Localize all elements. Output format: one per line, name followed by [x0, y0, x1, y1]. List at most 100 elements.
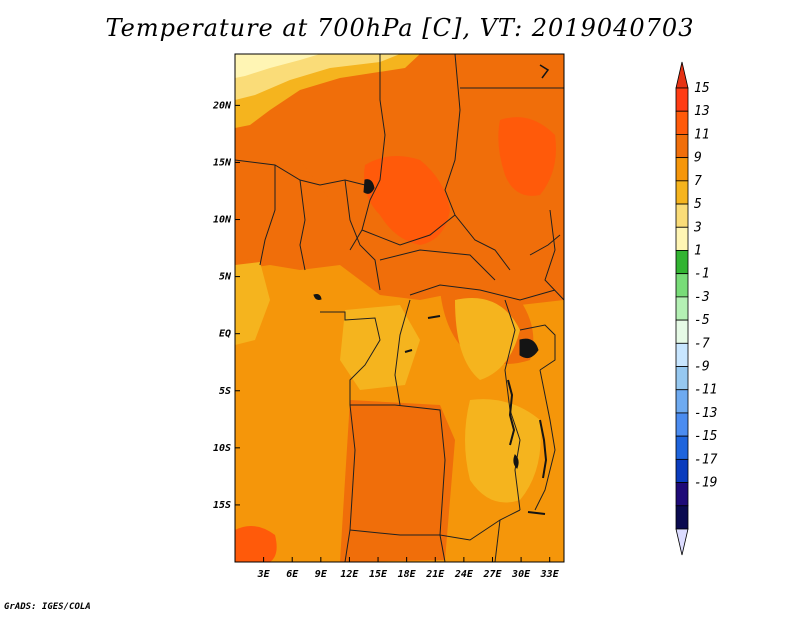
colorbar-swatch	[675, 180, 689, 205]
colorbar-swatch	[675, 296, 689, 321]
colorbar-swatch	[675, 110, 689, 135]
border-line	[299, 179, 306, 271]
lon-tick-label: 24E	[454, 569, 474, 580]
colorbar-swatch	[675, 505, 689, 530]
border-line	[259, 165, 276, 266]
lake-tanganyika	[507, 379, 516, 446]
lake-small	[539, 64, 550, 79]
lat-tick-label: EQ	[219, 329, 231, 340]
border-line	[494, 519, 501, 562]
lake-small	[527, 511, 546, 515]
colorbar-label: -19	[694, 476, 717, 491]
colorbar-label: -3	[694, 290, 710, 305]
country-borders	[235, 54, 564, 562]
colorbar-swatch	[675, 273, 689, 298]
colorbar-label: 3	[693, 220, 702, 235]
border-line	[361, 214, 456, 246]
lake-chad	[363, 179, 375, 194]
colorbar-label: -1	[694, 267, 710, 282]
lake-small	[513, 454, 519, 469]
border-line	[534, 369, 556, 511]
border-line	[379, 249, 496, 281]
colorbar-bottom-arrow	[675, 528, 689, 556]
field-hot-zone-southwest	[235, 526, 277, 562]
lake-small	[404, 349, 413, 353]
border-line	[409, 284, 556, 301]
border-line	[350, 404, 446, 536]
chart-title: Temperature at 700hPa [C], VT: 201904070…	[105, 14, 695, 42]
lat-tick-label: 5N	[219, 272, 232, 283]
lat-tick-label: 10N	[213, 215, 232, 226]
field-mild-zone-southeast	[465, 399, 541, 503]
colorbar-label: 9	[694, 151, 702, 166]
lake-small	[313, 294, 322, 300]
colorbar-swatch	[675, 134, 689, 159]
border-line	[394, 299, 411, 406]
colorbar-label: -15	[694, 429, 718, 444]
colorbar-label: 15	[694, 81, 710, 96]
colorbar-swatch	[675, 366, 689, 391]
colorbar-label: -7	[694, 336, 710, 351]
colorbar-swatch	[675, 203, 689, 228]
lake-victoria	[519, 338, 539, 359]
colorbar-swatch	[675, 412, 689, 437]
grads-credit: GrADS: IGES/COLA	[4, 602, 91, 612]
border-line	[519, 324, 556, 371]
colorbar-swatch	[675, 389, 689, 414]
field-mild-zone-west	[235, 262, 270, 345]
border-line	[444, 54, 511, 271]
colorbar-swatch	[675, 342, 689, 367]
temperature-field	[235, 54, 564, 562]
colorbar-swatch	[675, 482, 689, 507]
field-mild-zone-east	[455, 298, 520, 380]
lon-tick-label: 18E	[398, 569, 417, 580]
lon-tick-label: 12E	[340, 569, 359, 580]
lon-tick-label: 3E	[257, 569, 271, 580]
lon-tick-label: 33E	[540, 569, 560, 580]
colorbar-label: 13	[694, 104, 710, 119]
colorbar-swatch	[675, 458, 689, 483]
field-pale-zone-north	[235, 54, 320, 78]
border-line	[320, 311, 381, 405]
colorbar-top-arrow	[675, 61, 689, 89]
lon-tick-label: 30E	[511, 569, 531, 580]
border-line	[529, 234, 561, 256]
lon-tick-label: 15E	[369, 569, 388, 580]
lat-tick-label: 20N	[212, 100, 232, 111]
lat-tick-label: 5S	[219, 386, 231, 397]
colorbar-label: 5	[694, 197, 702, 212]
colorbar-label: -5	[694, 313, 710, 328]
border-line	[235, 159, 366, 186]
colorbar-label: 7	[694, 174, 702, 189]
colorbar-label: -17	[694, 452, 718, 467]
colorbar-label: 11	[694, 127, 710, 142]
border-line	[344, 179, 381, 291]
colorbar-swatch	[675, 319, 689, 344]
colorbar-label: 1	[694, 243, 702, 258]
border-line	[349, 509, 521, 541]
map-frame	[234, 53, 565, 563]
colorbar: 15 13 11 9 7 5 3 1 -1 -3 -5 -7 -9 -11 -13 -15 -17 -19	[675, 61, 718, 556]
field-hot-zone-east	[498, 117, 556, 196]
border-line	[344, 404, 356, 562]
colorbar-swatch	[675, 157, 689, 182]
latitude-axis: 20N 15N 10N 5N EQ 5S 10S 15S	[212, 100, 240, 511]
colorbar-swatch	[675, 87, 689, 112]
water-bodies	[313, 64, 550, 515]
lake-malawi	[539, 419, 548, 479]
field-mild-zone-congo	[340, 305, 420, 390]
field-hot-zone-core	[364, 156, 450, 245]
colorbar-label: -9	[694, 360, 710, 375]
colorbar-label: -11	[694, 383, 717, 398]
border-line	[544, 209, 564, 301]
lon-tick-label: 9E	[315, 569, 328, 580]
colorbar-swatch	[675, 226, 689, 251]
lon-tick-label: 6E	[286, 569, 299, 580]
field-warm-zone-south	[340, 400, 455, 562]
lat-tick-label: 15S	[213, 500, 231, 511]
lat-tick-label: 15N	[213, 157, 232, 168]
lake-small	[427, 315, 441, 319]
colorbar-swatch	[675, 435, 689, 460]
longitude-axis: 3E 6E 9E 12E 15E 18E 21E 24E 27E 30E 33E	[257, 557, 560, 580]
